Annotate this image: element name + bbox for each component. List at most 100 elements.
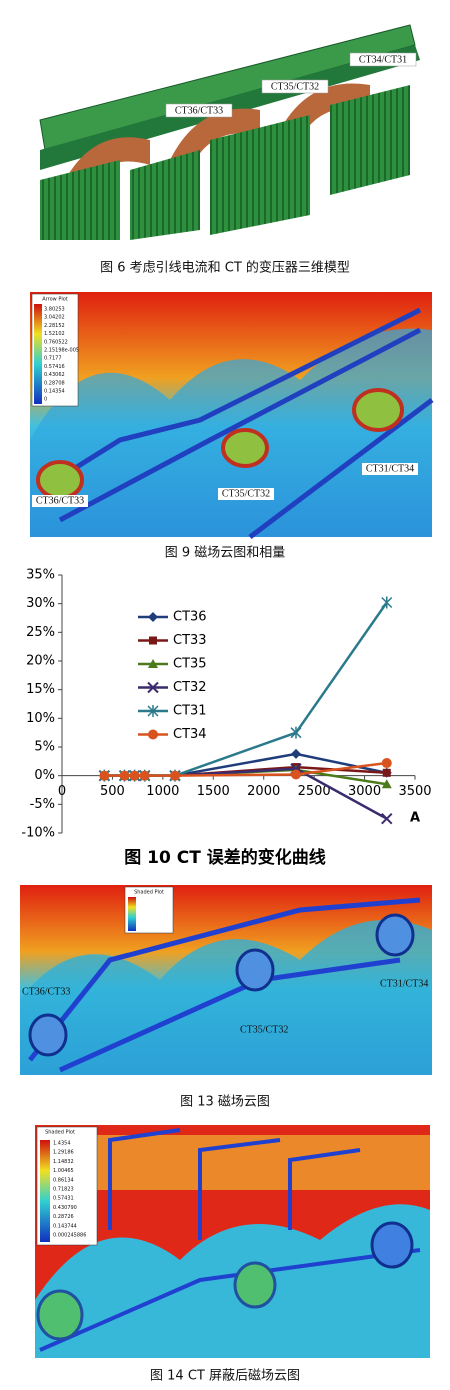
ct-label: CT34/CT31	[359, 54, 407, 65]
ct	[235, 948, 275, 992]
marker	[139, 770, 150, 781]
ct	[370, 1221, 414, 1269]
y-tick-label: 35%	[26, 568, 55, 583]
x-tick-label: 2000	[247, 784, 280, 799]
legend-value: 1.29186	[53, 1150, 74, 1156]
panel	[210, 115, 310, 235]
marker	[99, 770, 110, 781]
marker	[382, 768, 391, 777]
legend-marker	[149, 636, 157, 645]
y-tick-label: 10%	[26, 711, 55, 726]
ct	[36, 1289, 84, 1341]
marker	[381, 779, 392, 789]
x-tick-label: 2500	[298, 784, 331, 799]
marker	[381, 596, 393, 609]
series-line	[104, 601, 388, 777]
lead	[38, 307, 434, 539]
legend-value: 2.15198e-005	[44, 348, 79, 354]
ct	[221, 428, 269, 468]
legend-value: 1.00465	[53, 1168, 74, 1174]
legend-label: CT34	[173, 727, 207, 742]
y-tick-label: 5%	[34, 740, 55, 755]
legend-value: 0.143744	[53, 1223, 77, 1229]
legend-value: 0.430790	[53, 1205, 77, 1211]
marker	[290, 769, 301, 780]
legend-value: 0.28708	[44, 380, 65, 386]
legend-title: Shaded Plot	[134, 890, 164, 896]
ct-label: CT31/CT34	[380, 978, 428, 989]
color-scale	[40, 1140, 50, 1242]
legend-value: 0.57416	[44, 364, 65, 370]
ct	[233, 1261, 277, 1309]
legend-value: 0.7177	[44, 356, 62, 362]
marker	[129, 770, 140, 781]
legend-value: 0.43062	[44, 372, 65, 378]
legend-marker	[148, 729, 158, 740]
color-scale	[128, 897, 136, 931]
lead	[39, 1128, 421, 1352]
label-box	[165, 103, 233, 118]
y-tick-label: 30%	[26, 596, 55, 611]
caption: 图 6 考虑引线电流和 CT 的变压器三维模型	[100, 260, 350, 276]
caption: 图 10 CT 误差的变化曲线	[124, 847, 326, 868]
legend-value: 0.57431	[53, 1196, 74, 1202]
label-box	[261, 79, 329, 94]
ct-label: CT35/CT32	[271, 81, 319, 92]
y-tick-label: -5%	[30, 797, 55, 812]
legend-label: CT35	[173, 657, 207, 672]
x-tick-label: 500	[100, 784, 125, 799]
legend-marker	[148, 612, 158, 622]
x-tick-label: 3500	[398, 784, 431, 799]
panel	[330, 85, 410, 195]
figure-14: Shaded Plot 1.4354 1.29186 1.14832 1.00465 0…	[35, 1125, 430, 1358]
ct-label: CT36/CT33	[22, 986, 70, 997]
annotation: A	[410, 811, 420, 826]
label-box	[349, 52, 417, 67]
label-box	[32, 495, 88, 507]
legend-marker	[147, 681, 159, 694]
marker	[290, 726, 302, 739]
ct	[352, 388, 404, 432]
legend-label: CT31	[173, 704, 207, 719]
figure-13: Shaded Plot CT36/CT33 CT35/CT32 CT31/CT3…	[20, 885, 432, 1075]
label-box	[362, 463, 418, 475]
legend-value: 2.28152	[44, 323, 65, 329]
ct-label: CT35/CT32	[240, 1024, 288, 1035]
x-tick-label: 3000	[348, 784, 381, 799]
legend-value: 1.4354	[53, 1141, 71, 1147]
caption: 图 13 磁场云图	[180, 1095, 270, 1110]
ct-label: CT36/CT33	[175, 105, 223, 116]
y-tick-label: 20%	[26, 654, 55, 669]
legend-value: 0.760522	[44, 339, 68, 345]
figure-6: CT36/CT33 CT35/CT32 CT34/CT31	[39, 24, 420, 240]
legend-value: 1.14832	[53, 1159, 74, 1165]
marker	[381, 758, 392, 769]
legend-value: 3.80253	[44, 307, 65, 313]
legend-label: CT33	[173, 633, 207, 648]
y-tick-label: -10%	[21, 826, 55, 841]
ct	[28, 1013, 68, 1057]
x-tick-label: 1500	[197, 784, 230, 799]
legend-value: 0.000245886	[53, 1233, 86, 1239]
chart: -10% -5% 0% 5% 10% 15% 20% 25% 30% 35% 0 500 1000 150…	[21, 568, 431, 841]
legend-marker	[147, 705, 159, 717]
y-tick-label: 0%	[34, 768, 55, 783]
ct	[375, 913, 415, 957]
x-tick-label: 0	[58, 784, 66, 799]
legend-value: 0.14354	[44, 389, 65, 395]
legend-value: 1.52102	[44, 331, 65, 337]
legend-label: CT36	[173, 610, 207, 625]
ct-label: CT35/CT32	[222, 488, 270, 499]
field-region	[35, 1204, 430, 1358]
legend-value: 0.86134	[53, 1177, 74, 1183]
ct	[36, 460, 84, 500]
legend-value: 0	[44, 397, 47, 403]
marker	[290, 748, 301, 759]
marker	[381, 812, 393, 825]
x-tick-label: 1000	[146, 784, 179, 799]
y-tick-label: 25%	[26, 625, 55, 640]
caption: 图 9 磁场云图和相量	[165, 546, 286, 561]
legend-title: Shaded Plot	[45, 1130, 75, 1136]
